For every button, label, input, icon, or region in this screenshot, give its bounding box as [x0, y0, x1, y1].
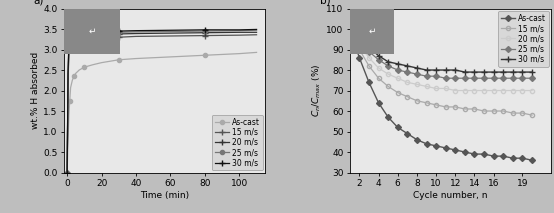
- X-axis label: Time (min): Time (min): [140, 191, 189, 200]
- Text: ↵: ↵: [368, 27, 376, 36]
- Text: b): b): [320, 0, 330, 5]
- Y-axis label: $C_n/C_{max}$ (%): $C_n/C_{max}$ (%): [311, 64, 324, 117]
- X-axis label: Cycle number, n: Cycle number, n: [413, 191, 488, 200]
- Legend: As-cast, 15 m/s, 20 m/s, 25 m/s, 30 m/s: As-cast, 15 m/s, 20 m/s, 25 m/s, 30 m/s: [498, 11, 549, 66]
- Y-axis label: wt.% H absorbed: wt.% H absorbed: [32, 52, 40, 129]
- Text: a): a): [33, 0, 44, 5]
- Bar: [64, 9, 120, 55]
- Legend: As-cast, 15 m/s, 20 m/s, 25 m/s, 30 m/s: As-cast, 15 m/s, 20 m/s, 25 m/s, 30 m/s: [212, 115, 263, 170]
- Text: ↵: ↵: [88, 27, 96, 36]
- Bar: [350, 9, 394, 55]
